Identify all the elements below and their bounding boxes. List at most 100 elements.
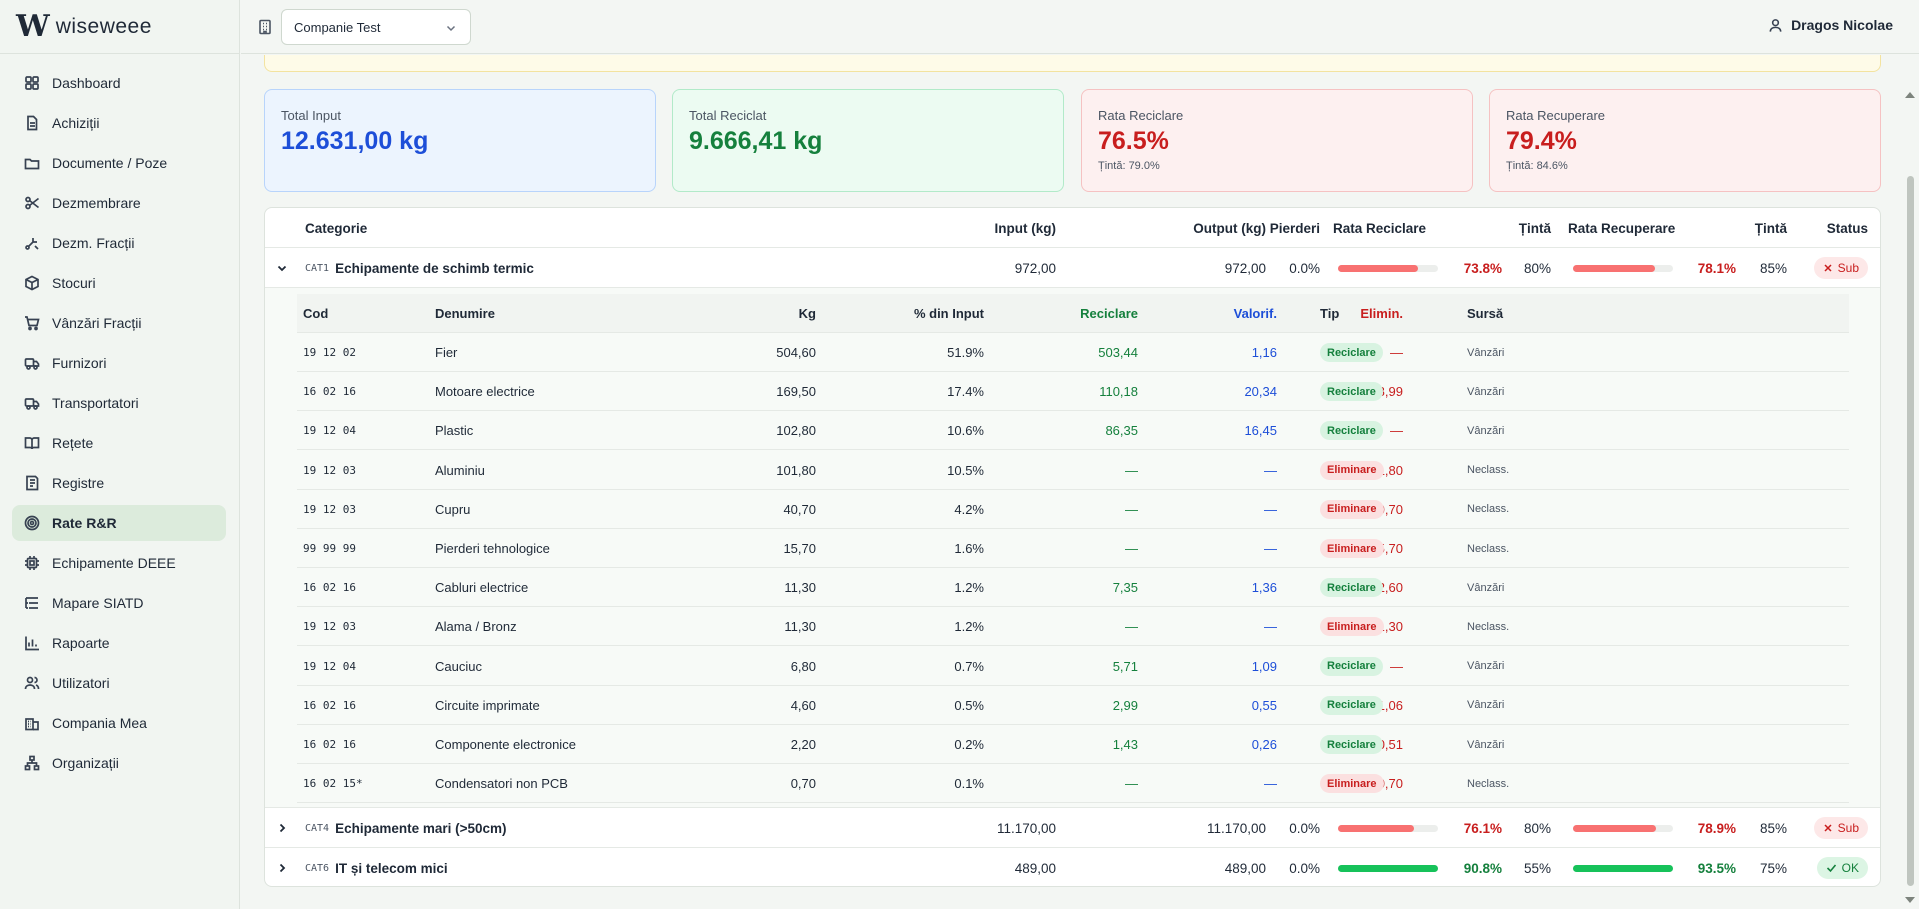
chevron-down-icon[interactable] [275, 248, 291, 288]
scroll-down-icon[interactable] [1905, 897, 1915, 903]
row-denumire: Aluminiu [435, 462, 485, 478]
table-row: 16 02 16 Componente electronice 2,20 0.2… [297, 725, 1849, 764]
header-output: Output (kg) [1193, 220, 1266, 236]
table-row: 16 02 15* Condensatori non PCB 0,70 0.1%… [297, 764, 1849, 804]
tip-badge: Reciclare [1320, 735, 1383, 754]
sidebar-item-label: Furnizori [52, 355, 107, 371]
dashboard-icon [24, 75, 40, 91]
row-reciclare: — [1125, 776, 1138, 792]
brand-logo: W [16, 8, 50, 44]
tip-badge: Reciclare [1320, 656, 1383, 676]
card-total-reciclat: Total Reciclat 9.666,41 kg [672, 89, 1064, 192]
sidebar-item-dashboard[interactable]: Dashboard [12, 65, 226, 101]
detail-header-denumire: Denumire [435, 306, 495, 321]
page-scrollbar[interactable] [1901, 54, 1919, 909]
sidebar-item-registre[interactable]: Registre [12, 465, 226, 501]
sidebar-item-label: Rate R&R [52, 515, 117, 531]
sidebar-item-transportatori[interactable]: Transportatori [12, 385, 226, 421]
company-select-value: Companie Test [294, 19, 381, 35]
detail-header-pct: % din Input [913, 306, 984, 321]
row-denumire: Pierderi tehnologice [435, 541, 550, 556]
scroll-up-icon[interactable] [1905, 92, 1915, 98]
card-label: Rata Recuperare [1506, 108, 1605, 123]
row-denumire: Fier [435, 345, 458, 360]
sidebar-item-organizatii[interactable]: Organizații [12, 745, 226, 781]
category-output: 11.170,00 [1206, 820, 1266, 836]
sidebar-item-furnizori[interactable]: Furnizori [12, 345, 226, 381]
row-sursa: Vânzări [1467, 385, 1505, 398]
row-denumire: Condensatori non PCB [435, 776, 568, 792]
sidebar-item-vanzari-fractii[interactable]: Vânzări Fracții [12, 305, 226, 341]
brand-name: wiseweee [55, 14, 152, 38]
sidebar-item-documente-poze[interactable]: Documente / Poze [12, 145, 226, 181]
sidebar-item-label: Organizații [52, 755, 119, 771]
table-row: 16 02 16 Cabluri electrice 11,30 1.2% 7,… [297, 568, 1849, 608]
row-valorif: 20,34 [1244, 384, 1277, 400]
card-rata-recuperare: Rata Recuperare 79.4% Țintă: 84.6% [1489, 89, 1881, 192]
row-denumire: Motoare electrice [435, 384, 535, 400]
recuperare-progress-bar [1573, 264, 1673, 272]
sidebar-item-dezmembrare[interactable]: Dezmembrare [12, 185, 226, 221]
sidebar-nav: Dashboard Achiziții Documente / Poze Dezmem… [0, 54, 239, 781]
table-row: 19 12 03 Alama / Bronz 11,30 1.2% — — 11… [297, 607, 1849, 647]
sidebar-item-label: Transportatori [52, 395, 139, 411]
row-cod: 16 02 16 [303, 738, 356, 751]
chevron-down-icon [446, 25, 456, 32]
row-elimin: 0,51 [1377, 737, 1403, 752]
sidebar-item-dezm-fractii[interactable]: Dezm. Fracții [12, 225, 226, 261]
sidebar-item-compania-mea[interactable]: Compania Mea [12, 705, 226, 741]
row-elimin: — [1390, 658, 1403, 674]
sidebar-item-mapare-siatd[interactable]: Mapare SIATD [12, 585, 226, 621]
category-output: 972,00 [1224, 260, 1266, 276]
card-rata-reciclare: Rata Reciclare 76.5% Țintă: 79.0% [1081, 89, 1473, 192]
row-kg: 15,70 [783, 541, 816, 556]
sidebar-item-label: Compania Mea [52, 715, 147, 731]
sidebar-item-achizitii[interactable]: Achiziții [12, 105, 226, 141]
user-menu[interactable]: Dragos Nicolae [1768, 17, 1893, 33]
sidebar-item-utilizatori[interactable]: Utilizatori [12, 665, 226, 701]
row-valorif: — [1264, 619, 1277, 635]
chip-icon [24, 555, 40, 571]
card-label: Total Reciclat [689, 108, 767, 123]
header-pierderi: Pierderi [1269, 220, 1320, 236]
category-tinta-reciclare: 55% [1523, 860, 1551, 876]
status-badge: Sub [1813, 817, 1868, 839]
row-pct: 10.6% [947, 423, 984, 439]
sidebar-item-rapoarte[interactable]: Rapoarte [12, 625, 226, 661]
row-sursa: Neclass. [1467, 777, 1510, 790]
sidebar-item-label: Rețete [52, 435, 94, 451]
sidebar-item-echipamente-deee[interactable]: Echipamente DEEE [12, 545, 226, 581]
detail-header-reciclare: Reciclare [1080, 306, 1138, 321]
chevron-right-icon[interactable] [275, 808, 291, 848]
folder-icon [24, 155, 40, 171]
category-rata-reciclare: 73.8% [1463, 260, 1502, 276]
category-code: CAT1 [305, 262, 330, 274]
row-denumire: Cabluri electrice [435, 580, 529, 596]
row-valorif: 0,55 [1251, 697, 1277, 713]
header-tinta: Țintă [1518, 220, 1551, 236]
cart-icon [24, 315, 40, 331]
brand[interactable]: W wiseweee [0, 0, 239, 54]
chevron-right-icon[interactable] [275, 848, 291, 886]
scrollbar-thumb[interactable] [1907, 176, 1914, 886]
category-rata-reciclare: 90.8% [1463, 860, 1502, 876]
sidebar-item-stocuri[interactable]: Stocuri [12, 265, 226, 301]
row-valorif: 1,36 [1251, 580, 1277, 596]
row-valorif: 0,26 [1251, 737, 1277, 752]
target-icon [24, 515, 40, 531]
category-row[interactable]: CAT6 IT și telecom mici 489,00 489,00 0.0… [265, 848, 1880, 886]
category-row[interactable]: CAT4 Echipamente mari (>50cm) 11.170,00 1… [265, 808, 1880, 848]
row-cod: 19 12 03 [303, 620, 356, 634]
box-icon [24, 275, 40, 291]
sidebar-item-retete[interactable]: Rețete [12, 425, 226, 461]
alert-banner [264, 55, 1881, 72]
company-select[interactable]: Companie Test [281, 9, 471, 45]
sidebar-item-rate-r-r[interactable]: Rate R&R [12, 505, 226, 541]
category-input: 489,00 [1014, 860, 1056, 876]
row-cod: 16 02 16 [303, 581, 356, 595]
sidebar-item-label: Registre [52, 475, 105, 491]
book-icon [24, 435, 40, 451]
sidebar-item-label: Achiziții [52, 115, 100, 131]
category-row[interactable]: CAT1 Echipamente de schimb termic 972,00 … [265, 248, 1880, 288]
row-reciclare: 1,43 [1112, 737, 1138, 752]
